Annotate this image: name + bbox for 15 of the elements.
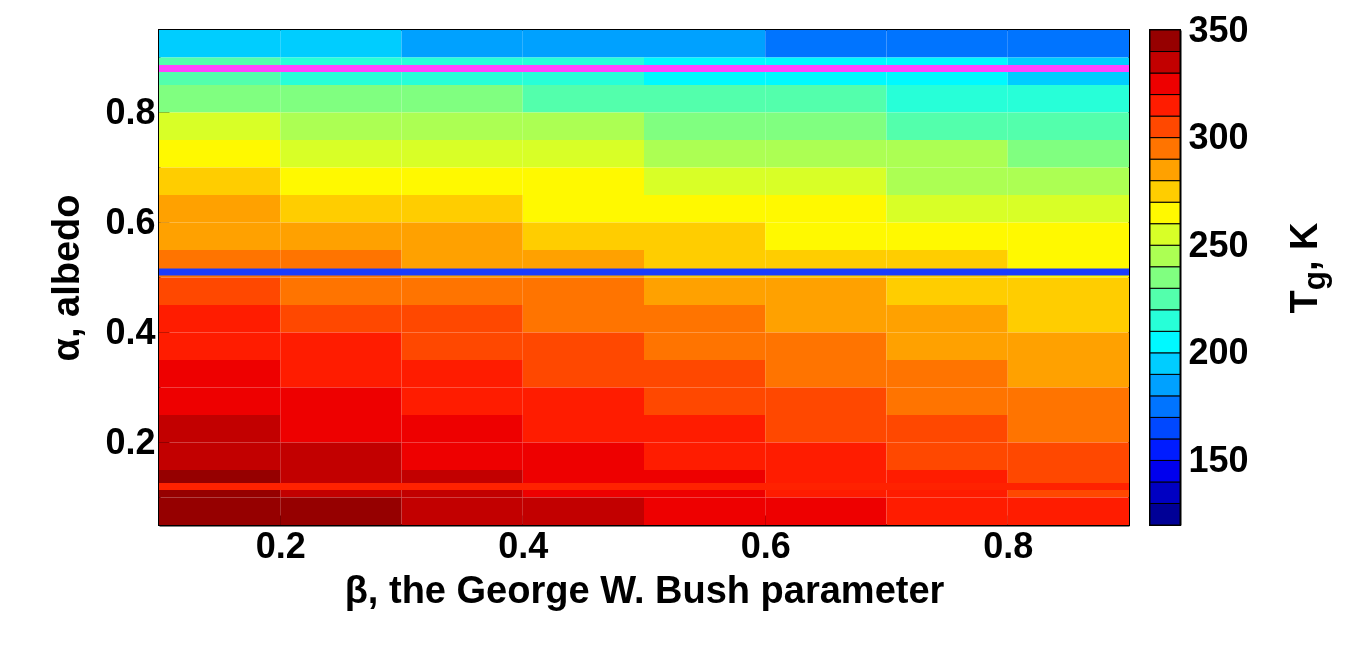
x-tick-label: 0.8 — [983, 524, 1034, 566]
color-bar-label: 250 — [1188, 223, 1249, 265]
y-tick-label: 0.2 — [105, 421, 156, 462]
y-tick-label: 0.6 — [105, 201, 156, 242]
x-axis-title: β, the George W. Bush parameter — [344, 568, 945, 611]
x-tick-label: 0.6 — [740, 524, 791, 566]
y-axis-title: α, albedo — [45, 194, 88, 362]
color-bar-label: 200 — [1188, 331, 1249, 373]
x-tick-label: 0.4 — [498, 524, 549, 566]
color-bar-label: 150 — [1188, 438, 1249, 480]
x-tick-label: 0.2 — [255, 524, 306, 566]
y-tick-label: 0.8 — [105, 91, 156, 132]
y-tick-label: 0.4 — [105, 311, 156, 352]
color-bar-label: 350 — [1188, 8, 1249, 50]
color-bar-label: 300 — [1188, 116, 1249, 158]
